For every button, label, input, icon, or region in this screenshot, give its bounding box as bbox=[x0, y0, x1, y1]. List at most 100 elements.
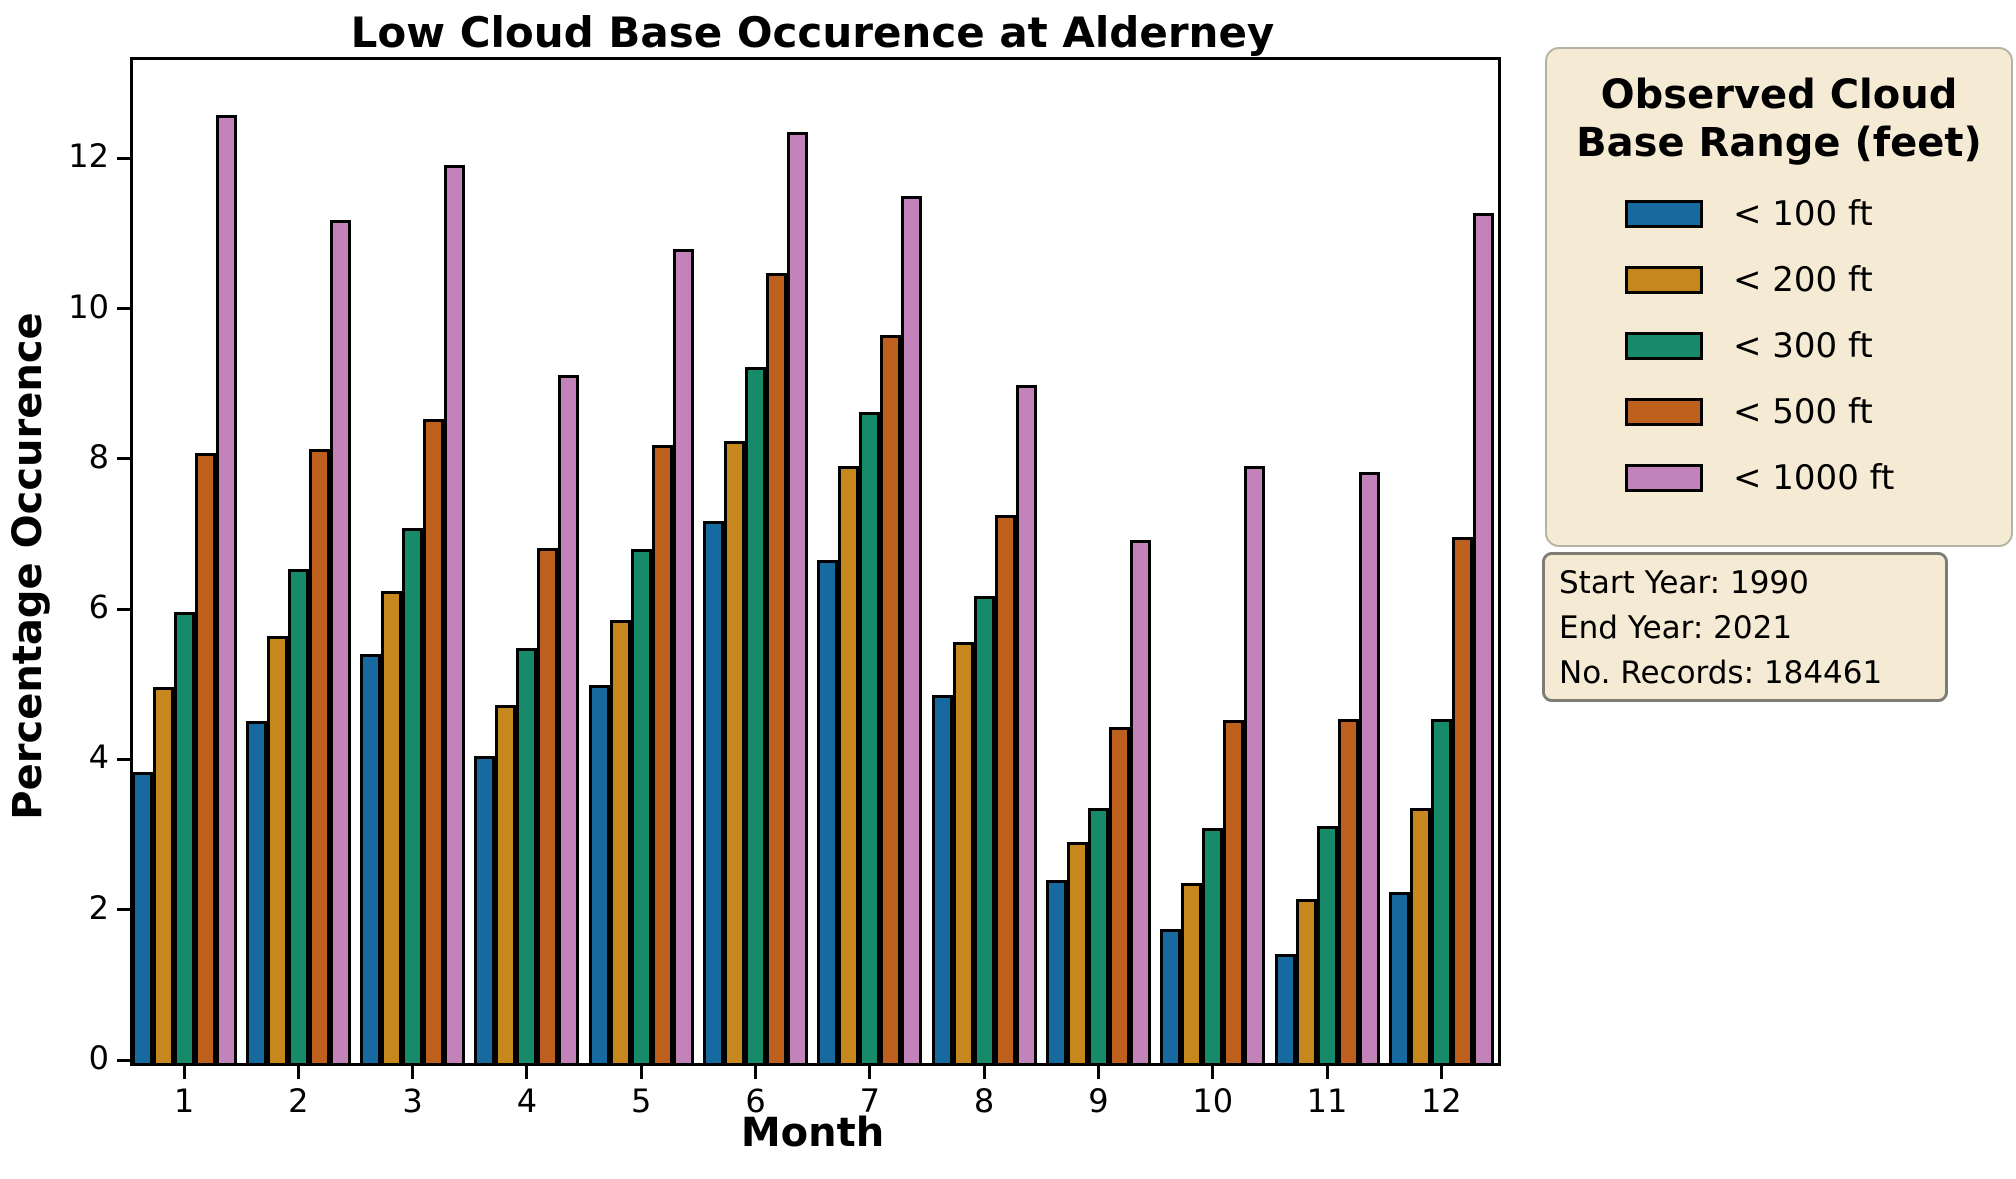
bar-month1-200ft bbox=[152, 687, 174, 1063]
bar-month9-100ft bbox=[1045, 880, 1067, 1063]
bar-month7-1000ft bbox=[901, 196, 923, 1063]
y-tick-mark-0 bbox=[117, 1058, 130, 1062]
legend: Observed Cloud Base Range (feet) < 100 f… bbox=[1545, 47, 2013, 547]
bar-month7-200ft bbox=[838, 465, 860, 1063]
bar-month3-200ft bbox=[381, 591, 403, 1063]
bar-month7-100ft bbox=[817, 559, 839, 1063]
y-tick-label-2: 2 bbox=[88, 888, 109, 927]
bar-month4-500ft bbox=[537, 548, 559, 1063]
bar-month3-1000ft bbox=[444, 165, 466, 1063]
bar-month2-100ft bbox=[245, 721, 267, 1063]
chart-title: Low Cloud Base Occurence at Alderney bbox=[350, 8, 1275, 57]
bar-month6-500ft bbox=[766, 273, 787, 1063]
bar-month4-200ft bbox=[495, 704, 517, 1063]
bar-month1-500ft bbox=[194, 452, 216, 1063]
bar-month9-1000ft bbox=[1129, 540, 1151, 1063]
bar-month12-200ft bbox=[1409, 807, 1431, 1063]
x-tick-mark-5 bbox=[639, 1066, 643, 1079]
bar-month6-1000ft bbox=[787, 132, 808, 1063]
bar-month10-100ft bbox=[1160, 929, 1182, 1063]
legend-item-500ft: < 500 ft bbox=[1547, 379, 2011, 445]
x-tick-label-8: 8 bbox=[973, 1082, 995, 1120]
bar-month11-1000ft bbox=[1358, 472, 1380, 1063]
legend-items: < 100 ft < 200 ft < 300 ft < 500 ft < 1000 f… bbox=[1547, 181, 2011, 511]
legend-label: < 300 ft bbox=[1733, 326, 1873, 366]
bar-month5-100ft bbox=[588, 685, 610, 1063]
x-tick-mark-7 bbox=[868, 1066, 872, 1079]
info-box: Start Year: 1990 End Year: 2021 No. Reco… bbox=[1542, 552, 1948, 702]
y-tick-mark-4 bbox=[117, 757, 130, 761]
x-tick-label-10: 10 bbox=[1192, 1082, 1234, 1120]
x-tick-label-9: 9 bbox=[1088, 1082, 1109, 1120]
bar-month1-300ft bbox=[173, 612, 195, 1063]
legend-item-100ft: < 100 ft bbox=[1547, 181, 2011, 247]
bar-month1-1000ft bbox=[215, 114, 237, 1063]
bar-month3-100ft bbox=[360, 653, 382, 1063]
bar-month12-100ft bbox=[1388, 891, 1410, 1063]
x-tick-label-2: 2 bbox=[288, 1082, 309, 1120]
bar-month7-500ft bbox=[880, 334, 902, 1063]
x-tick-mark-1 bbox=[182, 1066, 186, 1079]
x-tick-label-3: 3 bbox=[402, 1082, 423, 1120]
bar-month12-300ft bbox=[1430, 718, 1452, 1063]
x-tick-label-11: 11 bbox=[1306, 1082, 1348, 1120]
x-tick-mark-11 bbox=[1325, 1066, 1329, 1079]
bar-month8-200ft bbox=[952, 641, 974, 1063]
y-tick-label-10: 10 bbox=[68, 287, 109, 326]
y-tick-label-12: 12 bbox=[68, 137, 109, 176]
bar-month7-300ft bbox=[859, 411, 881, 1063]
x-tick-label-4: 4 bbox=[516, 1082, 538, 1120]
bar-month1-100ft bbox=[131, 772, 153, 1063]
legend-label: < 500 ft bbox=[1733, 392, 1873, 432]
x-tick-mark-10 bbox=[1211, 1066, 1215, 1079]
bar-month4-100ft bbox=[474, 756, 496, 1063]
bar-month2-500ft bbox=[308, 449, 330, 1063]
bar-month11-100ft bbox=[1274, 954, 1296, 1063]
plot-area bbox=[130, 57, 1501, 1066]
y-tick-mark-2 bbox=[117, 908, 130, 912]
bar-month11-500ft bbox=[1337, 718, 1359, 1063]
bar-month8-500ft bbox=[994, 515, 1016, 1063]
bar-month5-1000ft bbox=[672, 248, 694, 1063]
bar-month6-200ft bbox=[724, 440, 745, 1063]
bar-month2-300ft bbox=[287, 568, 309, 1063]
x-tick-label-1: 1 bbox=[173, 1082, 195, 1120]
bar-month5-500ft bbox=[651, 445, 673, 1063]
y-tick-mark-6 bbox=[117, 607, 130, 611]
legend-label: < 200 ft bbox=[1733, 260, 1873, 300]
bar-month8-300ft bbox=[973, 595, 995, 1063]
y-tick-label-0: 0 bbox=[88, 1039, 109, 1077]
legend-item-200ft: < 200 ft bbox=[1547, 247, 2011, 313]
x-tick-mark-8 bbox=[982, 1066, 986, 1079]
y-tick-mark-10 bbox=[117, 307, 130, 311]
legend-title: Observed Cloud Base Range (feet) bbox=[1576, 72, 1982, 166]
y-tick-mark-12 bbox=[117, 156, 130, 160]
x-tick-mark-6 bbox=[754, 1066, 757, 1079]
x-tick-mark-12 bbox=[1439, 1066, 1443, 1079]
bar-month3-500ft bbox=[423, 419, 445, 1063]
legend-label: < 100 ft bbox=[1733, 194, 1873, 234]
legend-item-300ft: < 300 ft bbox=[1547, 313, 2011, 379]
y-tick-label-8: 8 bbox=[88, 437, 109, 476]
bar-month8-1000ft bbox=[1015, 385, 1037, 1063]
bar-month6-100ft bbox=[703, 520, 724, 1063]
bar-month10-500ft bbox=[1223, 720, 1245, 1063]
bar-month12-1000ft bbox=[1472, 213, 1494, 1063]
legend-item-1000ft: < 1000 ft bbox=[1547, 445, 2011, 511]
bar-month11-200ft bbox=[1295, 899, 1317, 1063]
bar-month4-300ft bbox=[516, 647, 538, 1063]
legend-swatch-500ft bbox=[1625, 398, 1703, 426]
bar-month10-1000ft bbox=[1244, 465, 1266, 1063]
legend-swatch-300ft bbox=[1625, 332, 1703, 360]
bar-month5-300ft bbox=[630, 549, 652, 1063]
bar-month8-100ft bbox=[931, 694, 953, 1063]
legend-swatch-100ft bbox=[1625, 200, 1703, 228]
x-tick-mark-4 bbox=[525, 1066, 529, 1079]
x-axis-label: Month bbox=[740, 1110, 885, 1156]
bar-month9-200ft bbox=[1066, 842, 1088, 1063]
bar-month12-500ft bbox=[1451, 537, 1473, 1063]
bar-month2-1000ft bbox=[329, 220, 351, 1063]
bar-month5-200ft bbox=[609, 620, 631, 1063]
x-tick-label-5: 5 bbox=[631, 1082, 652, 1120]
